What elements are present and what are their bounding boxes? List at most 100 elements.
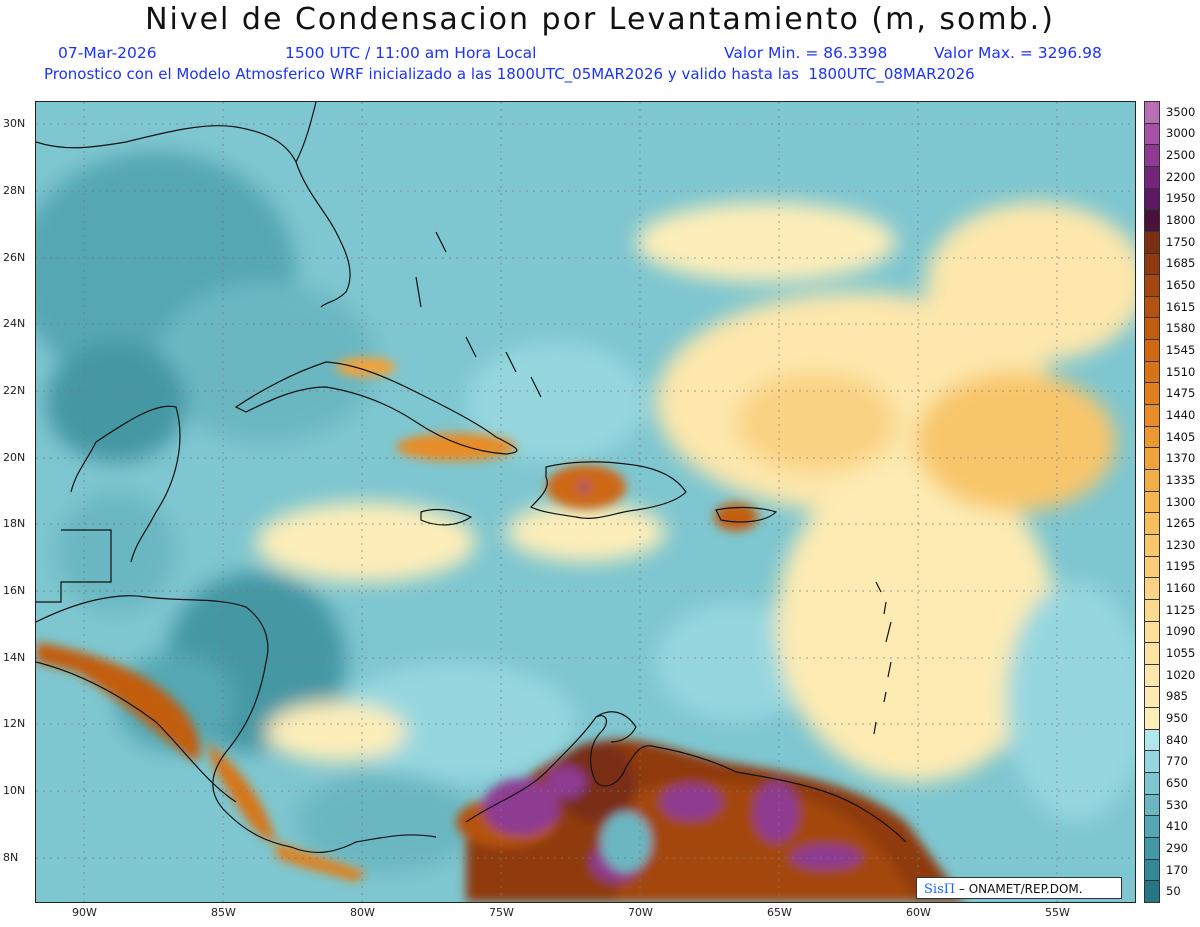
lat-label: 12N <box>3 717 26 730</box>
colorbar-swatch <box>1144 663 1160 687</box>
sispi-logo: SisΠ <box>924 882 956 897</box>
colorbar-swatch <box>1144 404 1160 427</box>
colorbar-label: 170 <box>1166 862 1188 877</box>
colorbar-label: 3500 <box>1166 104 1196 119</box>
colorbar-label: 985 <box>1166 689 1188 704</box>
lon-label: 80W <box>350 906 375 919</box>
map-canvas <box>36 102 1135 902</box>
colorbar-swatch <box>1144 555 1160 579</box>
colorbar-label: 1370 <box>1166 451 1196 466</box>
lon-label: 90W <box>72 906 97 919</box>
colorbar-label: 1510 <box>1166 364 1196 379</box>
colorbar-label: 1650 <box>1166 278 1196 292</box>
colorbar-swatch <box>1144 469 1160 492</box>
lon-label: 60W <box>906 906 931 919</box>
max-value: Valor Max. = 3296.98 <box>934 44 1102 62</box>
colorbar-swatch <box>1144 490 1160 514</box>
lat-label: 20N <box>3 451 26 464</box>
chart-title: Nivel de Condensacion por Levantamiento … <box>145 2 1055 37</box>
colorbar-swatch <box>1144 360 1160 384</box>
colorbar-label: 1230 <box>1166 537 1196 552</box>
forecast-time: 1500 UTC / 11:00 am Hora Local <box>285 44 537 62</box>
colorbar-swatch <box>1144 187 1160 211</box>
colorbar-label: 840 <box>1166 732 1188 747</box>
colorbar-label: 1405 <box>1166 429 1196 444</box>
colorbar-swatch <box>1144 447 1160 471</box>
colorbar-label: 3000 <box>1166 126 1196 141</box>
colorbar-label: 1685 <box>1166 256 1196 271</box>
lon-label: 85W <box>211 906 236 919</box>
colorbar-swatch <box>1144 837 1160 860</box>
colorbar-label: 1055 <box>1166 646 1196 661</box>
colorbar-label: 1950 <box>1166 191 1196 206</box>
lat-label: 14N <box>3 651 26 664</box>
credit-box: SisΠ – ONAMET/REP.DOM. <box>916 877 1122 899</box>
colorbar-label: 950 <box>1166 710 1188 725</box>
lat-label: 24N <box>3 317 26 330</box>
lon-label: 70W <box>628 906 653 919</box>
colorbar-swatch <box>1144 209 1160 232</box>
colorbar-swatch <box>1144 317 1160 341</box>
colorbar-label: 290 <box>1166 840 1188 855</box>
colorbar-swatch <box>1144 230 1160 254</box>
colorbar-swatch <box>1144 425 1160 449</box>
colorbar-swatch <box>1144 880 1160 903</box>
colorbar-swatch <box>1144 295 1160 319</box>
colorbar-label: 1195 <box>1166 559 1196 574</box>
lat-label: 22N <box>3 384 26 397</box>
colorbar-swatch <box>1144 144 1160 167</box>
colorbar-label: 1580 <box>1166 321 1196 336</box>
lat-label: 28N <box>3 184 26 197</box>
colorbar-swatch <box>1144 598 1160 622</box>
lcl-map <box>35 101 1136 903</box>
colorbar-swatch <box>1144 707 1160 730</box>
graticule <box>36 102 1135 902</box>
colorbar-label: 1475 <box>1166 386 1196 401</box>
colorbar-swatch <box>1144 274 1160 297</box>
colorbar-label: 50 <box>1166 884 1181 899</box>
coastlines <box>36 102 907 853</box>
colorbar-swatch <box>1144 642 1160 665</box>
colorbar-swatch <box>1144 165 1160 189</box>
colorbar-swatch <box>1144 533 1160 557</box>
high-lcl-areas <box>36 357 966 902</box>
colorbar-label: 770 <box>1166 754 1188 769</box>
colorbar-label: 2200 <box>1166 169 1196 184</box>
colorbar-label: 1545 <box>1166 342 1196 357</box>
colorbar-label: 1615 <box>1166 299 1196 314</box>
colorbar-label: 1335 <box>1166 472 1196 487</box>
lon-label: 65W <box>767 906 792 919</box>
colorbar-label: 410 <box>1166 819 1188 834</box>
colorbar-label: 1800 <box>1166 213 1196 228</box>
lon-label: 75W <box>489 906 514 919</box>
lat-label: 8N <box>3 851 19 864</box>
lat-label: 16N <box>3 584 26 597</box>
colorbar-swatch <box>1144 858 1160 882</box>
lat-label: 30N <box>3 117 26 130</box>
colorbar-label: 1020 <box>1166 667 1196 682</box>
colorbar-label: 1265 <box>1166 516 1196 531</box>
colorbar-swatch <box>1144 512 1160 535</box>
forecast-date: 07-Mar-2026 <box>58 44 157 62</box>
colorbar-swatch <box>1144 382 1160 406</box>
lon-label: 55W <box>1045 906 1070 919</box>
model-info: Pronostico con el Modelo Atmosferico WRF… <box>44 65 975 83</box>
colorbar-swatch <box>1144 122 1160 146</box>
colorbar-swatch <box>1144 252 1160 276</box>
lat-label: 10N <box>3 784 26 797</box>
colorbar-swatch <box>1144 815 1160 839</box>
lat-label: 26N <box>3 251 26 264</box>
colorbar-swatch <box>1144 620 1160 644</box>
colorbar-label: 1125 <box>1166 602 1196 617</box>
colorbar-swatch <box>1144 750 1160 774</box>
colorbar-swatch <box>1144 577 1160 600</box>
colorbar-label: 2500 <box>1166 148 1196 163</box>
colorbar-swatch <box>1144 101 1160 124</box>
colorbar-label: 650 <box>1166 775 1188 790</box>
colorbar-swatch <box>1144 339 1160 362</box>
colorbar-label: 1440 <box>1166 407 1196 422</box>
colorbar-label: 1750 <box>1166 234 1196 249</box>
colorbar-label: 1090 <box>1166 624 1196 639</box>
colorbar-swatch <box>1144 685 1160 709</box>
credit-text: – ONAMET/REP.DOM. <box>955 882 1083 896</box>
